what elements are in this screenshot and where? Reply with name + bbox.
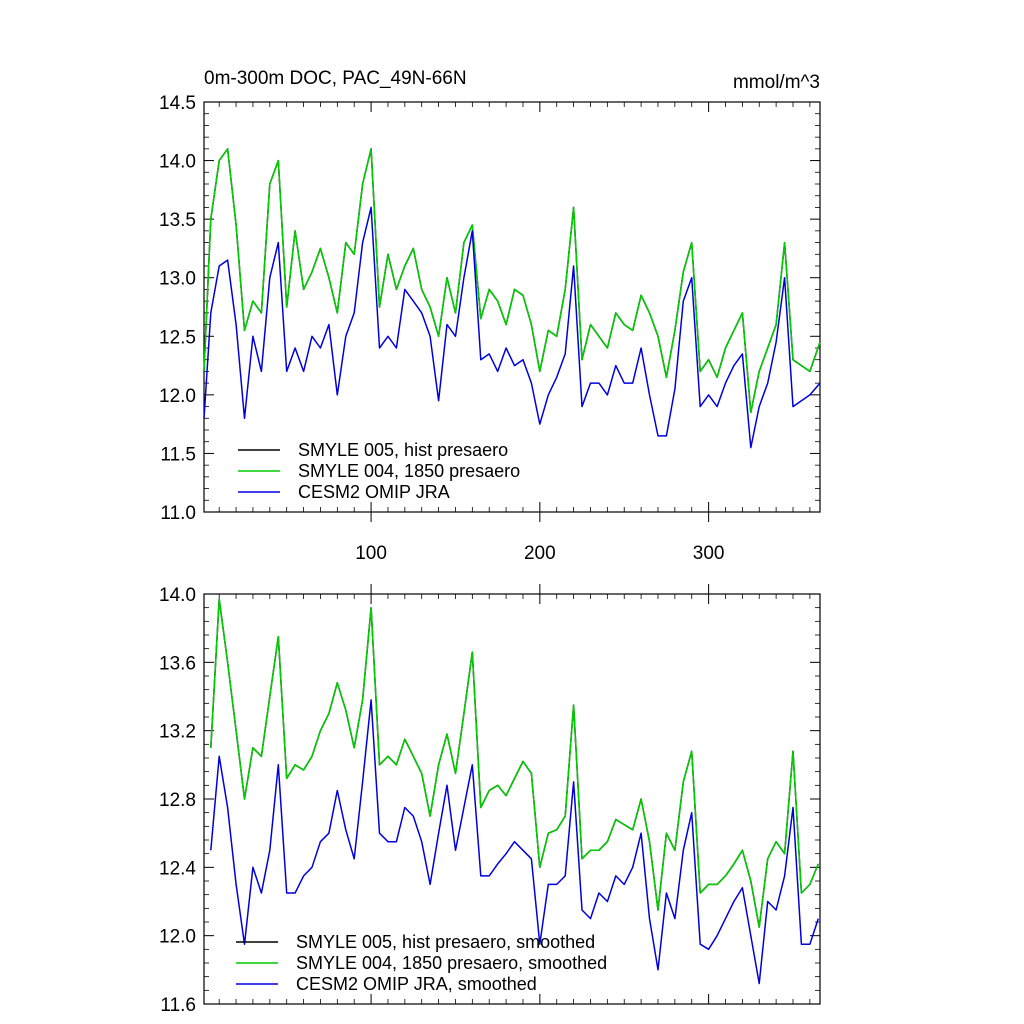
series-line-2	[210, 699, 820, 985]
top-units-label: mmol/m^3	[733, 72, 820, 93]
plot-frame-0	[203, 101, 821, 513]
x-tick-label: 200	[524, 543, 556, 564]
y-tick-label: 12.8	[159, 790, 196, 811]
y-tick-label: 11.5	[160, 444, 196, 465]
series-line-0	[203, 148, 821, 414]
legend-label-1: SMYLE 004, 1850 presaero	[298, 461, 520, 481]
top-panel: 0m-300m DOC, PAC_49N-66N mmol/m^3 11.0 11…	[159, 68, 821, 564]
legend-label-0: SMYLE 005, hist presaero	[298, 440, 508, 460]
y-tick-label: 13.2	[159, 722, 196, 743]
legend-label-0: SMYLE 005, hist presaero, smoothed	[296, 932, 595, 952]
legend-label-2: CESM2 OMIP JRA, smoothed	[296, 974, 537, 994]
series-line-2	[203, 206, 821, 449]
y-tick-label: 13.6	[159, 653, 196, 674]
y-tick-label: 11.6	[160, 995, 196, 1016]
y-tick-label: 12.5	[159, 327, 196, 348]
y-tick-label: 14.5	[159, 93, 196, 114]
y-tick-label: 11.0	[160, 503, 196, 524]
top-chart-title: 0m-300m DOC, PAC_49N-66N	[204, 68, 467, 89]
x-tick-label: 300	[693, 543, 725, 564]
bottom-panel: 11.6 12.0 12.4 12.8 13.2 13.6 14.0 SMYLE 005, h…	[159, 584, 821, 1016]
y-tick-label: 12.4	[159, 858, 196, 879]
y-tick-label: 14.0	[159, 585, 196, 606]
series-line-1	[210, 598, 819, 928]
legend-label-1: SMYLE 004, 1850 presaero, smoothed	[296, 953, 607, 973]
y-tick-label: 12.0	[159, 386, 196, 407]
x-tick-label: 100	[355, 543, 387, 564]
series-line-1	[203, 148, 821, 414]
legend-label-2: CESM2 OMIP JRA	[298, 482, 450, 502]
y-tick-label: 13.0	[159, 269, 196, 290]
y-tick-label: 14.0	[159, 152, 196, 173]
y-tick-label: 12.0	[159, 927, 196, 948]
y-tick-label: 13.5	[159, 210, 196, 231]
